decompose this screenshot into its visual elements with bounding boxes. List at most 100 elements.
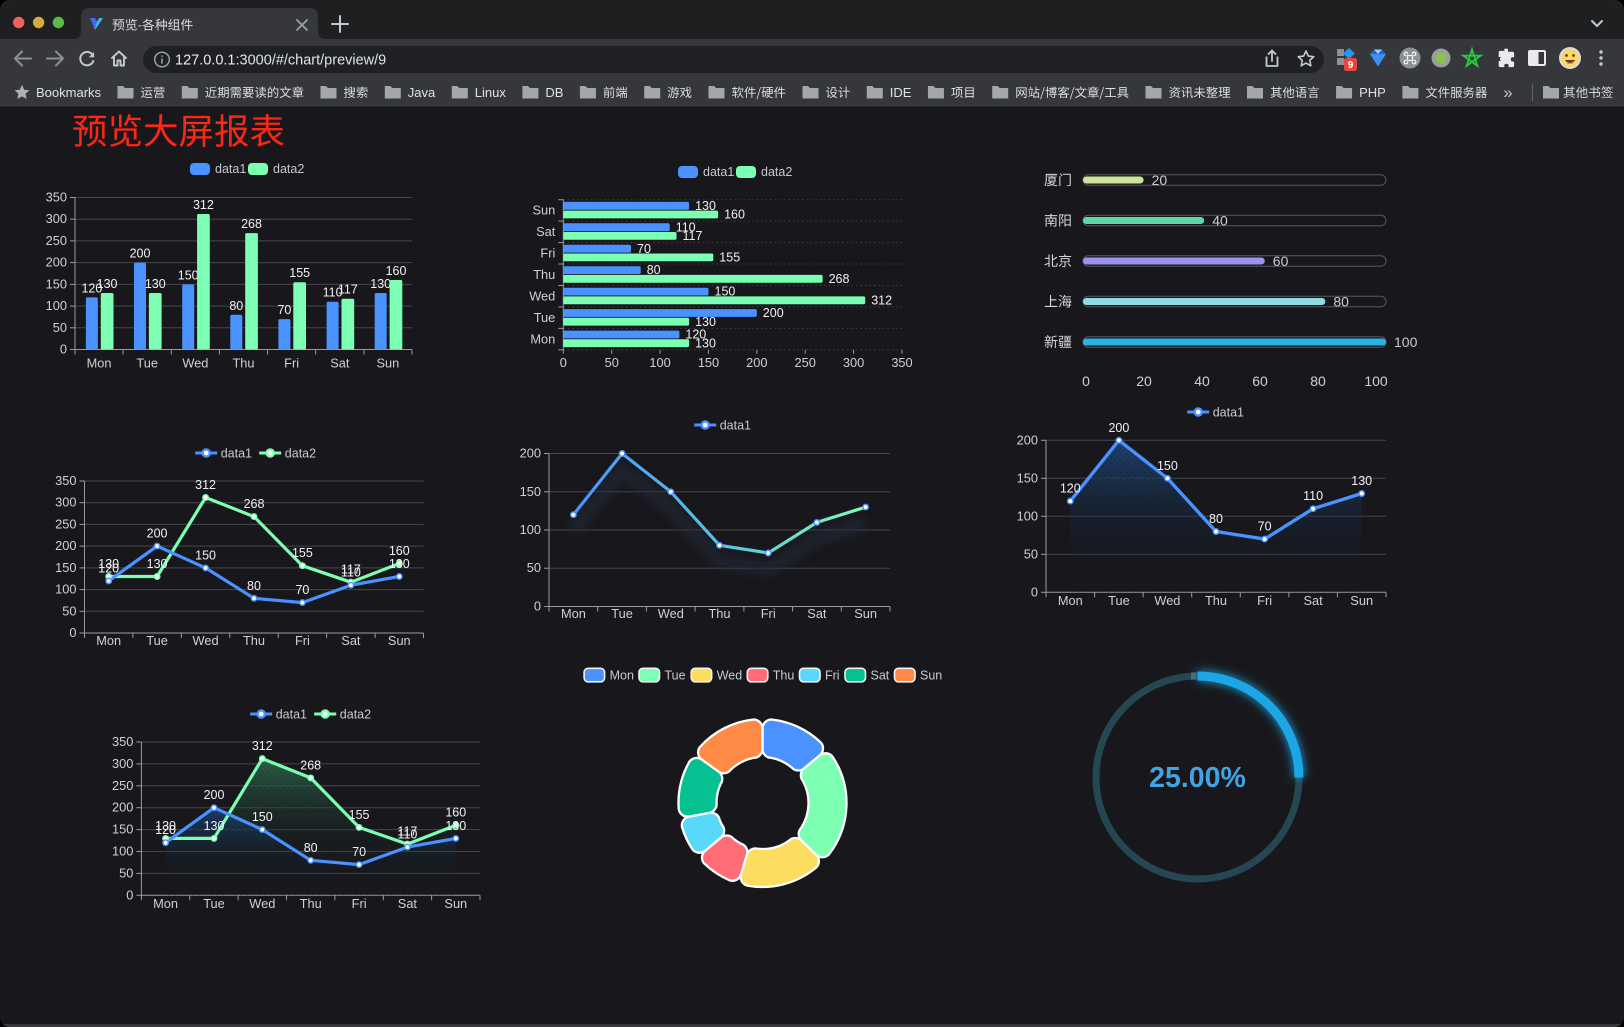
svg-text:Tue: Tue xyxy=(611,606,633,621)
svg-text:150: 150 xyxy=(520,484,541,499)
svg-text:50: 50 xyxy=(1024,546,1038,561)
svg-text:200: 200 xyxy=(46,255,67,270)
svg-text:0: 0 xyxy=(1082,373,1090,389)
svg-text:268: 268 xyxy=(241,217,262,231)
svg-text:Thu: Thu xyxy=(300,896,322,911)
svg-text:Sun: Sun xyxy=(444,896,467,911)
svg-text:130: 130 xyxy=(97,277,118,291)
svg-text:data1: data1 xyxy=(1213,405,1244,419)
svg-text:300: 300 xyxy=(843,355,864,370)
svg-text:Thu: Thu xyxy=(243,633,265,648)
svg-text:110: 110 xyxy=(397,828,417,842)
svg-text:250: 250 xyxy=(55,516,76,531)
svg-text:117: 117 xyxy=(683,229,703,243)
svg-text:150: 150 xyxy=(252,810,273,824)
svg-text:Thu: Thu xyxy=(232,356,254,371)
svg-text:Sat: Sat xyxy=(871,669,890,683)
svg-text:Tue: Tue xyxy=(1108,593,1130,608)
svg-text:155: 155 xyxy=(349,808,370,822)
svg-text:Fri: Fri xyxy=(825,669,840,683)
svg-text:Mon: Mon xyxy=(96,633,121,648)
svg-text:130: 130 xyxy=(370,277,391,291)
svg-text:Mon: Mon xyxy=(530,331,555,346)
svg-text:350: 350 xyxy=(46,190,67,205)
svg-text:200: 200 xyxy=(130,247,151,261)
svg-text:300: 300 xyxy=(112,756,133,771)
svg-text:50: 50 xyxy=(53,320,67,335)
svg-text:80: 80 xyxy=(229,299,243,313)
svg-text:Thu: Thu xyxy=(708,606,730,621)
svg-text:Tue: Tue xyxy=(665,669,686,683)
svg-text:Mon: Mon xyxy=(87,356,112,371)
svg-text:130: 130 xyxy=(445,819,466,833)
svg-text:60: 60 xyxy=(1273,253,1289,269)
svg-text:Mon: Mon xyxy=(610,669,634,683)
svg-text:Tue: Tue xyxy=(534,310,556,325)
svg-text:268: 268 xyxy=(300,758,321,772)
svg-text:312: 312 xyxy=(871,293,892,307)
svg-text:200: 200 xyxy=(147,527,168,541)
svg-text:Mon: Mon xyxy=(153,896,178,911)
svg-text:120: 120 xyxy=(98,561,119,575)
svg-text:80: 80 xyxy=(647,263,661,277)
svg-text:70: 70 xyxy=(637,242,651,256)
svg-text:9: 9 xyxy=(1348,60,1354,71)
svg-text:155: 155 xyxy=(719,251,740,265)
svg-text:data1: data1 xyxy=(215,162,246,176)
svg-text:0: 0 xyxy=(69,625,76,640)
svg-text:Thu: Thu xyxy=(1205,593,1227,608)
svg-text:110: 110 xyxy=(1303,489,1323,503)
svg-text:250: 250 xyxy=(112,778,133,793)
svg-text:Sun: Sun xyxy=(533,203,556,218)
svg-text:150: 150 xyxy=(1157,459,1178,473)
svg-text:130: 130 xyxy=(98,557,119,571)
svg-text:130: 130 xyxy=(695,199,716,213)
svg-text:Thu: Thu xyxy=(533,267,555,282)
svg-text:200: 200 xyxy=(55,538,76,553)
svg-text:117: 117 xyxy=(397,825,417,839)
svg-text:data1: data1 xyxy=(720,418,751,432)
svg-text:Wed: Wed xyxy=(182,356,208,371)
svg-text:120: 120 xyxy=(81,281,102,295)
svg-text:0: 0 xyxy=(126,887,133,902)
svg-text:150: 150 xyxy=(715,285,736,299)
svg-text:data1: data1 xyxy=(221,446,252,460)
svg-text:155: 155 xyxy=(292,546,313,560)
svg-text:100: 100 xyxy=(55,582,76,597)
svg-text:50: 50 xyxy=(527,560,541,575)
svg-text:Thu: Thu xyxy=(773,669,795,683)
svg-text:130: 130 xyxy=(155,819,176,833)
svg-text:200: 200 xyxy=(1108,421,1129,435)
svg-text:300: 300 xyxy=(46,211,67,226)
svg-text:Bookmarks: Bookmarks xyxy=(36,85,102,100)
svg-text:data1: data1 xyxy=(276,707,307,721)
svg-text:117: 117 xyxy=(341,563,361,577)
svg-text:25.00%: 25.00% xyxy=(1149,762,1246,794)
svg-text:Sat: Sat xyxy=(330,356,350,371)
svg-text:50: 50 xyxy=(119,865,133,880)
svg-text:Fri: Fri xyxy=(761,606,776,621)
svg-text:Java: Java xyxy=(408,85,436,100)
svg-text:130: 130 xyxy=(1351,474,1372,488)
svg-text:120: 120 xyxy=(155,823,176,837)
svg-text:130: 130 xyxy=(389,557,410,571)
svg-text:20: 20 xyxy=(1136,373,1152,389)
svg-text:Wed: Wed xyxy=(529,288,555,303)
svg-text:150: 150 xyxy=(1017,470,1038,485)
svg-text:60: 60 xyxy=(1252,373,1268,389)
svg-text:Tue: Tue xyxy=(136,356,158,371)
svg-text:110: 110 xyxy=(341,566,361,580)
svg-text:Tue: Tue xyxy=(203,896,225,911)
svg-text:Sun: Sun xyxy=(854,606,877,621)
svg-text:130: 130 xyxy=(695,336,716,350)
svg-text:312: 312 xyxy=(193,198,214,212)
svg-text:350: 350 xyxy=(112,734,133,749)
svg-text:PHP: PHP xyxy=(1359,85,1386,100)
svg-text:312: 312 xyxy=(252,739,273,753)
svg-text:160: 160 xyxy=(724,208,745,222)
svg-text:100: 100 xyxy=(46,298,67,313)
svg-text:Sat: Sat xyxy=(398,896,418,911)
svg-text:100: 100 xyxy=(1394,334,1418,350)
svg-text:Linux: Linux xyxy=(475,85,507,100)
svg-text:40: 40 xyxy=(1194,373,1210,389)
